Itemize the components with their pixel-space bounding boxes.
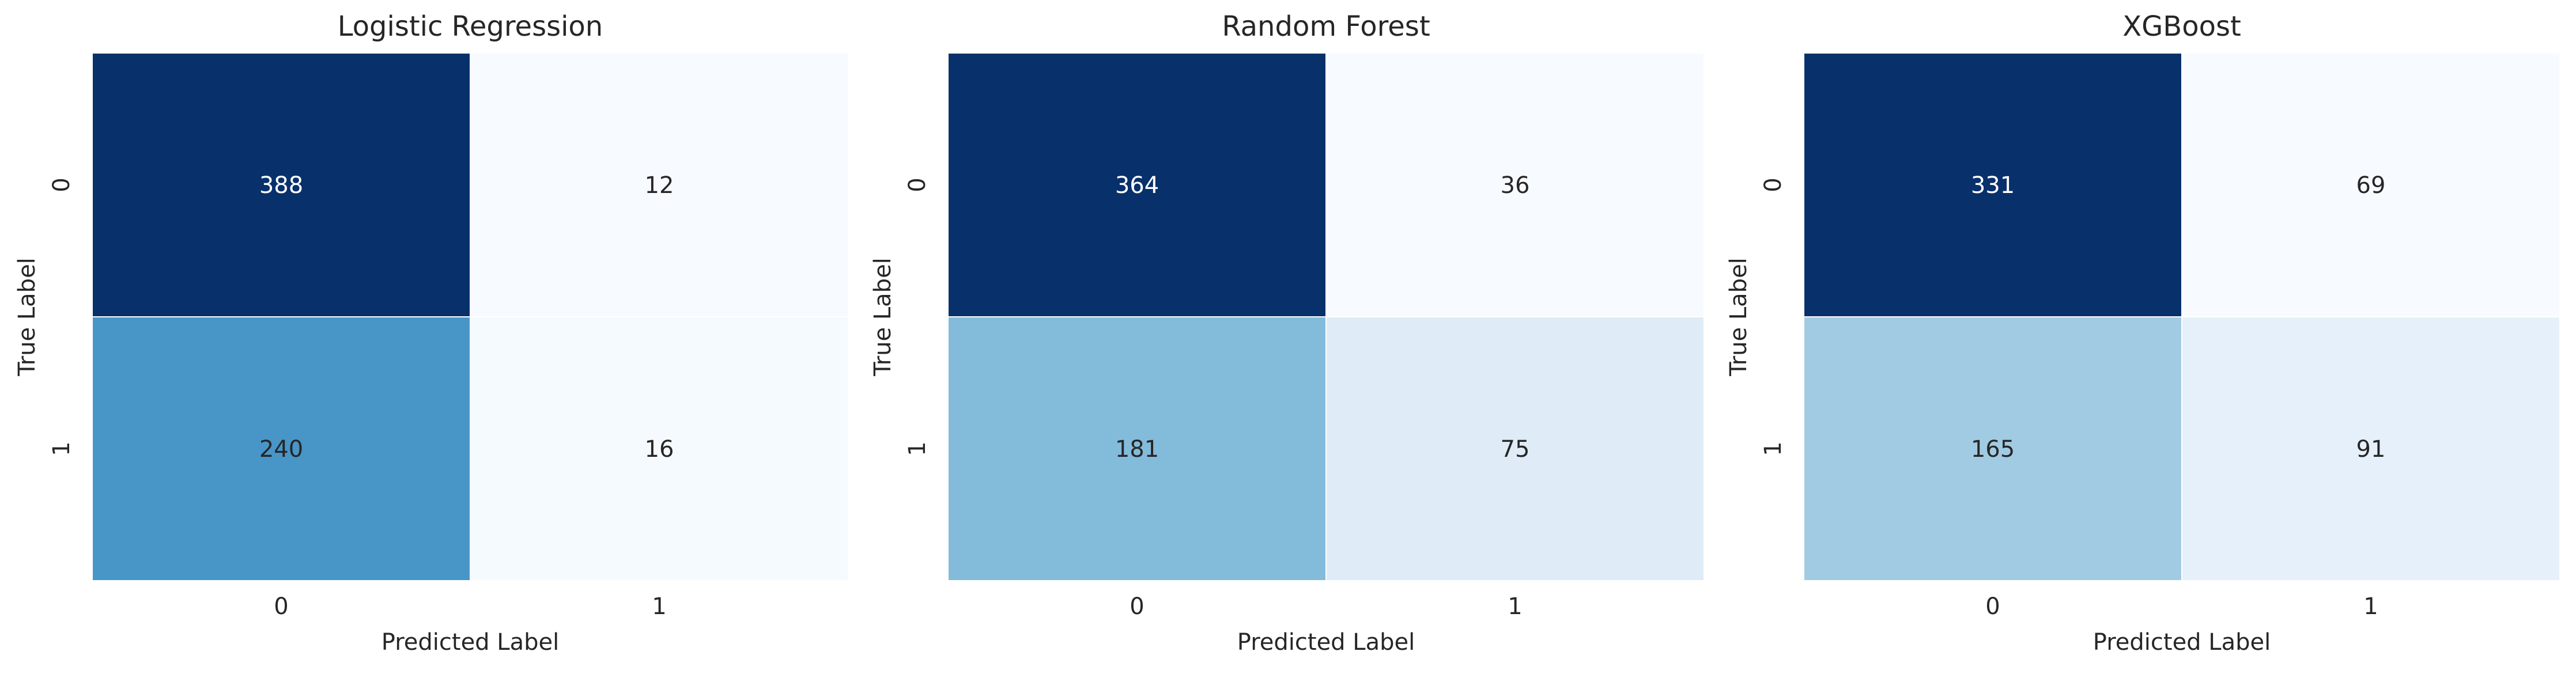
x-axis-label: Predicted Label (1237, 629, 1415, 656)
y-axis-label: True Label (870, 258, 896, 377)
heatmap-cell (1325, 52, 1705, 317)
cell-value-label: 69 (2356, 172, 2386, 199)
x-axis-label: Predicted Label (382, 629, 559, 656)
y-tick-label: 0 (1760, 177, 1786, 192)
heatmap-cell (470, 52, 849, 317)
heatmap-cell (947, 52, 1327, 317)
heatmap-cell (947, 316, 1327, 581)
heatmap-panel-3: 331 69 165 91 XGBoost 0 1 Predicted Label 0 1 True… (1725, 10, 2560, 656)
heatmap-panel-1: 388 12 240 16 Logistic Regression 0 1 Predicted… (14, 10, 849, 656)
y-tick-label: 1 (904, 441, 931, 456)
x-axis-label: Predicted Label (2093, 629, 2271, 656)
y-tick-label: 1 (48, 441, 75, 456)
cell-value-label: 364 (1115, 172, 1159, 199)
cell-value-label: 240 (259, 436, 303, 463)
cell-value-label: 12 (645, 172, 674, 199)
cell-value-label: 331 (1971, 172, 2015, 199)
x-tick-label: 0 (1985, 593, 2000, 620)
cell-value-label: 36 (1501, 172, 1530, 199)
cell-value-label: 91 (2356, 436, 2386, 463)
heatmap-cell (92, 52, 471, 317)
cell-value-label: 181 (1115, 436, 1159, 463)
y-tick-label: 0 (904, 177, 931, 192)
heatmap-cell (2181, 52, 2560, 317)
x-tick-label: 1 (652, 593, 666, 620)
y-tick-label: 1 (1760, 441, 1786, 456)
cell-value-label: 75 (1501, 436, 1530, 463)
cell-value-label: 388 (259, 172, 303, 199)
cell-value-label: 16 (645, 436, 674, 463)
heatmap-panel-2: 364 36 181 75 Random Forest 0 1 Predicted Label… (870, 10, 1705, 656)
chart-title: Logistic Regression (338, 10, 603, 43)
chart-title: Random Forest (1222, 10, 1430, 43)
y-axis-label: True Label (14, 258, 40, 377)
y-tick-label: 0 (48, 177, 75, 192)
heatmap-cell (1325, 316, 1705, 581)
heatmap-cell (92, 316, 471, 581)
cell-value-label: 165 (1971, 436, 2015, 463)
x-tick-label: 1 (1508, 593, 1522, 620)
x-tick-label: 0 (274, 593, 288, 620)
heatmap-cell (470, 316, 849, 581)
y-axis-label: True Label (1725, 258, 1752, 377)
heatmap-cell (2181, 316, 2560, 581)
x-tick-label: 0 (1130, 593, 1144, 620)
x-tick-label: 1 (2363, 593, 2378, 620)
chart-title: XGBoost (2122, 10, 2241, 43)
